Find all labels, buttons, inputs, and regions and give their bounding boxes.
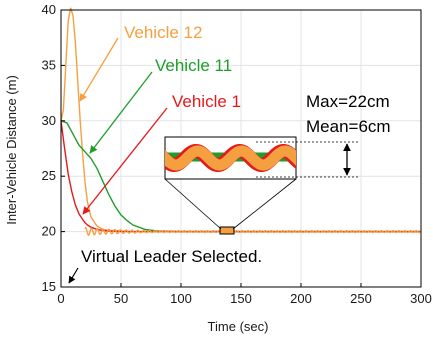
y-tick-label: 35 — [42, 57, 56, 72]
x-tick-label: 150 — [230, 291, 252, 306]
x-tick-label: 200 — [290, 291, 312, 306]
mean-deviation-label: Mean=6cm — [306, 117, 391, 136]
zoom-region-marker — [219, 226, 235, 235]
x-tick-label: 250 — [350, 291, 372, 306]
series-label-vehicle-11: Vehicle 11 — [155, 56, 232, 75]
y-tick-label: 15 — [42, 279, 56, 294]
y-tick-label: 30 — [42, 113, 56, 128]
zoom-connector-left — [164, 178, 222, 230]
zoom-inset-waves — [165, 143, 296, 173]
zoom-connector-right — [232, 178, 297, 230]
virtual-leader-arrow — [68, 267, 79, 284]
y-tick-label: 40 — [42, 2, 56, 17]
y-tick-label: 20 — [42, 224, 56, 239]
axis-ticks: 0 50 100 150 200 250 300 15 20 25 30 35 40 — [42, 2, 432, 306]
y-axis-title: Inter-Vehicle Distance (m) — [4, 75, 19, 225]
x-tick-label: 50 — [114, 291, 128, 306]
virtual-leader-label: Virtual Leader Selected. — [81, 247, 262, 266]
series-label-vehicle-1: Vehicle 1 — [172, 92, 241, 111]
steady-state-ripple — [84, 226, 422, 237]
x-tick-label: 100 — [170, 291, 192, 306]
x-tick-label: 300 — [410, 291, 432, 306]
series-label-vehicle-12: Vehicle 12 — [124, 23, 202, 42]
vehicle-11-pointer-arrow — [89, 71, 153, 154]
x-tick-label: 0 — [57, 291, 64, 306]
x-axis-title: Time (sec) — [208, 319, 269, 334]
series-lines — [60, 7, 422, 237]
vehicle-1-pointer-arrow — [82, 107, 168, 215]
y-tick-label: 25 — [42, 168, 56, 183]
zoom-inset-vehicle-12-wave — [165, 145, 296, 171]
max-deviation-label: Max=22cm — [306, 92, 390, 111]
vehicle-12-pointer-arrow — [79, 37, 119, 102]
